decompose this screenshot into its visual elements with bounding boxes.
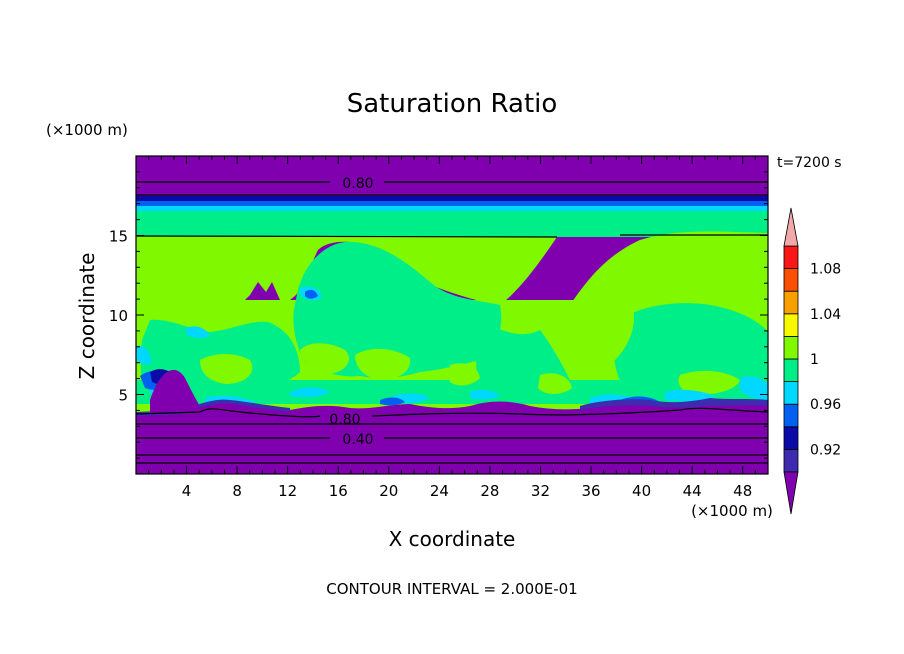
colorbar-label: 1.04 bbox=[810, 307, 841, 323]
cyan-streaks bbox=[136, 286, 768, 407]
x-tick-label: 28 bbox=[480, 482, 499, 500]
colorbar-max-arrow bbox=[783, 207, 799, 247]
x-tick-label: 48 bbox=[733, 482, 752, 500]
contour-lines bbox=[136, 181, 768, 464]
y-axis: 5 10 15 bbox=[109, 171, 768, 459]
x-tick-label: 16 bbox=[329, 482, 348, 500]
x-axis: 4 8 12 16 20 24 28 32 36 40 44 48 bbox=[148, 156, 756, 500]
x-tick-label: 32 bbox=[531, 482, 550, 500]
colorbar-label: 1.08 bbox=[810, 262, 841, 278]
colorbar-swatch bbox=[783, 448, 799, 473]
colorbar-swatch bbox=[783, 381, 799, 405]
x-axis-label: X coordinate bbox=[389, 527, 516, 551]
colorbar-swatch bbox=[783, 426, 799, 450]
chart-title: Saturation Ratio bbox=[347, 89, 558, 119]
colorbar: 0.92 0.96 1 1.04 1.08 bbox=[783, 207, 841, 515]
colorbar-swatch bbox=[783, 290, 799, 315]
y-axis-label: Z coordinate bbox=[75, 253, 99, 380]
y-unit-label: (×1000 m) bbox=[46, 121, 128, 139]
contour-field bbox=[136, 156, 768, 474]
x-tick-label: 44 bbox=[683, 482, 702, 500]
colorbar-swatch bbox=[783, 335, 799, 360]
x-tick-label: 20 bbox=[379, 482, 398, 500]
x-tick-label: 12 bbox=[278, 482, 297, 500]
contour-interval-note: CONTOUR INTERVAL = 2.000E-01 bbox=[326, 580, 577, 598]
colorbar-swatch bbox=[783, 268, 799, 292]
x-tick-label: 40 bbox=[632, 482, 651, 500]
colorbar-swatch bbox=[783, 313, 799, 337]
x-tick-label: 24 bbox=[430, 482, 449, 500]
x-tick-label: 4 bbox=[182, 482, 192, 500]
x-unit-label: (×1000 m) bbox=[691, 502, 773, 520]
teal-cloud-core-1 bbox=[293, 241, 502, 379]
time-label: t=7200 s bbox=[777, 155, 842, 171]
colorbar-swatch bbox=[783, 245, 799, 270]
contour-label-upper: 0.80 bbox=[342, 176, 373, 192]
upper-blue-band bbox=[136, 196, 768, 201]
x-tick-label: 36 bbox=[581, 482, 600, 500]
contour-label-mid: 0.80 bbox=[329, 412, 360, 428]
colorbar-swatch bbox=[783, 358, 799, 383]
y-tick-label: 5 bbox=[118, 387, 128, 405]
colorbar-label: 0.96 bbox=[810, 397, 841, 413]
colorbar-label: 0.92 bbox=[810, 442, 841, 458]
x-tick-label: 8 bbox=[232, 482, 242, 500]
colorbar-swatch bbox=[783, 403, 799, 428]
colorbar-label: 1 bbox=[810, 352, 819, 368]
colorbar-min-arrow bbox=[783, 471, 799, 515]
y-tick-label: 10 bbox=[109, 307, 128, 325]
y-tick-label: 15 bbox=[109, 228, 128, 246]
left-dry-intrusion bbox=[150, 369, 204, 414]
contour-label-lower: 0.40 bbox=[342, 432, 373, 448]
